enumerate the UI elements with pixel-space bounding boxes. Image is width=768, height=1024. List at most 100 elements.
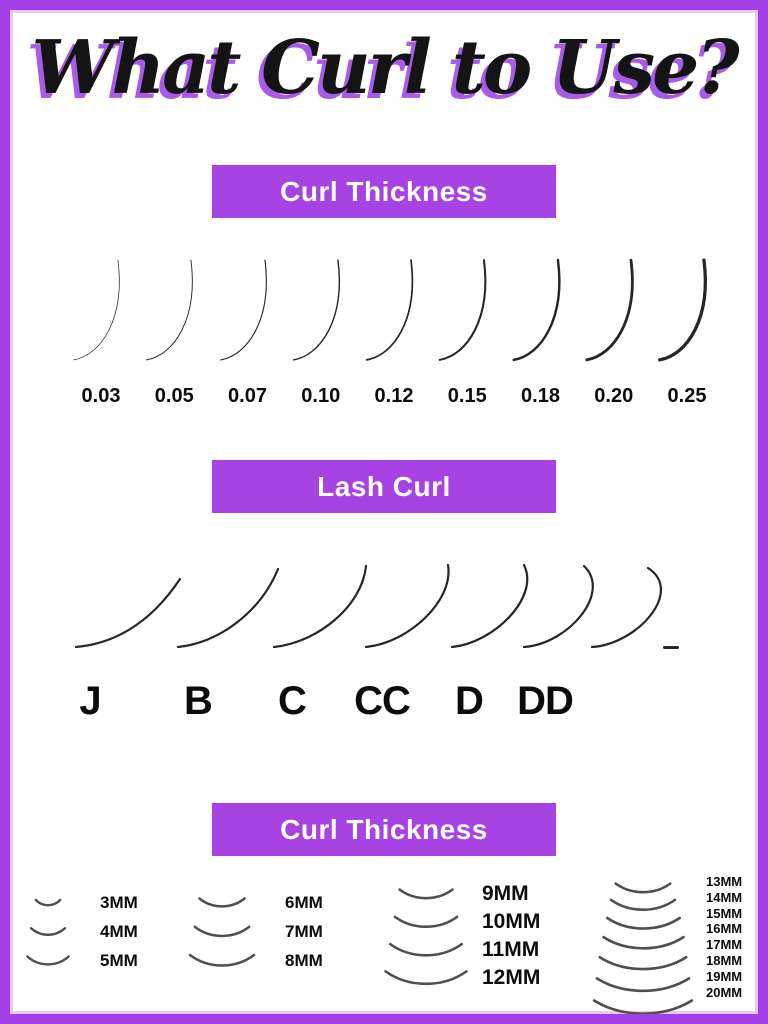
lash-curl-dd-icon [522,564,594,649]
thickness-item: 0.18 [508,253,574,408]
lash-thickness-curve-icon [438,259,487,361]
lash-length-arc-icon [388,942,464,959]
banner-label: Curl Thickness [280,813,488,845]
lash-curl-b-icon [176,567,280,649]
length-row: 9MM [382,880,540,908]
thickness-value: 0.20 [594,385,634,407]
lash-length-arc-icon [594,976,692,995]
length-label: 20MM [706,984,743,1000]
length-row: 7MM [188,917,323,946]
lash-base-dash-icon [663,646,679,649]
lash-length-arc-icon [591,998,695,1018]
lash-length-arc-icon [198,897,246,909]
length-section: 3MM 4MM 5MM 6MM 7MM 8MM [10,872,758,1024]
length-group-3-5mm: 3MM 4MM 5MM [24,888,138,975]
thickness-value: 0.05 [154,385,194,407]
length-label: 19MM [706,968,743,984]
length-label: 14MM [706,889,743,905]
length-label: 5MM [100,950,138,970]
curl-label: DD [517,679,574,723]
lash-length-arc-icon [30,927,66,937]
length-row: 12MM [382,964,540,992]
length-group-13-20mm: 13MM 14MM 15MM 16MM 17MM 18MM 19MM 20MM [588,874,742,1018]
lash-length-arc-icon [193,925,251,939]
thickness-item: 0.10 [288,253,354,408]
thickness-value: 0.10 [301,385,341,407]
curl-label: B [184,679,213,723]
thickness-item: 0.25 [654,253,720,408]
lash-length-arc-icon [26,955,70,967]
lash-length-arc-icon [188,953,256,969]
length-label: 9MM [482,882,529,905]
thickness-value: 0.07 [228,385,267,407]
lash-thickness-curve-icon [658,258,707,362]
thickness-value: 0.25 [667,385,707,407]
length-label: 13MM [706,874,743,889]
length-row: 11MM [382,936,540,964]
curl-section: J B C CC D DD [10,553,758,748]
lash-thickness-curve-icon [219,259,267,361]
thickness-item: 0.20 [581,253,647,408]
lash-thickness-curve-icon [146,259,193,361]
length-row: 3MM [24,888,138,917]
thickness-value: 0.12 [374,385,414,407]
thickness-item: 0.03 [68,253,134,408]
length-group-6-8mm: 6MM 7MM 8MM [188,888,323,975]
arc-stack [588,874,698,1018]
curl-label: J [79,679,101,723]
length-row: 5MM [24,946,138,975]
lash-thickness-curve-icon [511,258,560,362]
length-label: 4MM [100,921,138,941]
length-label: 11MM [482,938,540,961]
label-stack: 13MM 14MM 15MM 16MM 17MM 18MM 19MM 20MM [706,874,742,1000]
banner-curl-thickness-2: Curl Thickness [212,803,556,856]
thickness-value: 0.03 [81,385,121,407]
banner-lash-curl: Lash Curl [212,460,556,513]
lash-curl-d-icon [450,563,529,649]
length-label: 15MM [706,905,743,921]
length-row: 8MM [188,946,323,975]
length-label: 17MM [706,937,743,953]
lash-length-arc-icon [605,916,682,932]
length-label: 10MM [482,910,541,933]
lash-length-arc-icon [398,888,454,901]
length-label: 6MM [285,892,323,912]
thickness-item: 0.07 [215,253,281,408]
length-row: 4MM [24,917,138,946]
thickness-item: 0.12 [361,253,427,408]
curl-label: CC [354,679,411,723]
lash-length-arc-icon [601,935,686,952]
lash-curl-extra-icon [590,566,662,649]
length-row: 6MM [188,888,323,917]
length-label: 18MM [706,952,743,968]
lash-curl-j-icon [74,577,182,649]
lash-curl-cc-icon [364,563,450,649]
lash-length-arc-icon [614,882,672,895]
curl-label: C [278,679,307,723]
lash-thickness-curve-icon [585,258,634,362]
lash-thickness-curve-icon [365,259,414,361]
length-label: 16MM [706,921,743,937]
length-label: 8MM [285,950,323,970]
banner-curl-thickness: Curl Thickness [212,165,556,218]
length-label: 3MM [100,892,138,912]
thickness-value: 0.15 [447,385,487,407]
thickness-section: 0.03 0.05 0.07 0.10 0.12 0.15 0.18 0.20 [68,253,720,408]
length-group-9-12mm: 9MM 10MM 11MM 12MM [382,880,540,992]
length-row: 10MM [382,908,540,936]
thickness-item: 0.15 [434,253,500,408]
length-label: 7MM [285,921,323,941]
lash-length-arc-icon [393,915,459,930]
lash-curl-c-icon [272,564,368,649]
lash-length-arc-icon [35,899,61,907]
lash-thickness-curve-icon [73,259,120,361]
lash-length-arc-icon [609,898,677,913]
banner-label: Curl Thickness [280,175,488,207]
length-label: 12MM [482,966,541,989]
banner-label: Lash Curl [317,470,451,502]
lash-thickness-curve-icon [292,259,340,361]
page-title: What Curl to Use? [31,25,739,111]
curl-label: D [455,679,484,723]
thickness-item: 0.05 [141,253,207,408]
